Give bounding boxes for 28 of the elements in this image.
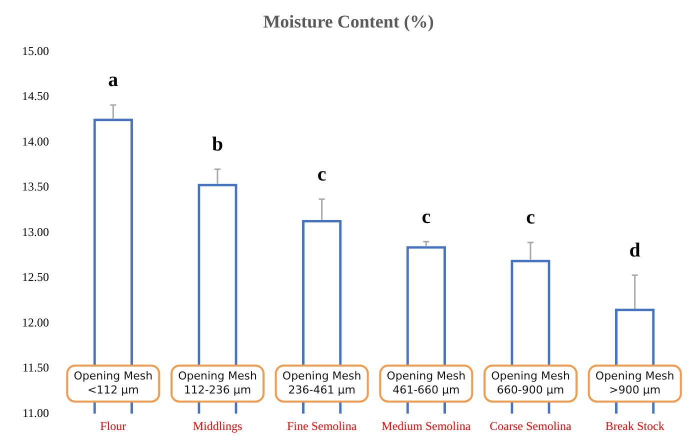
annotation: a [108,69,118,92]
x-tick-label: Middlings [192,418,242,433]
annotation: Opening Mesh >900 µm [595,369,674,396]
y-tick-label: 14.50 [22,89,49,104]
annotation: Opening Mesh 112-236 µm [178,369,257,396]
x-tick-label: Flour [100,418,126,433]
annotation: c [317,163,326,186]
annotation: c [422,206,431,228]
annotation: Opening Mesh 660-900 µm [491,369,570,396]
y-tick-label: 12.50 [22,270,49,284]
y-tick-label: 11.00 [22,406,49,420]
annotation: Opening Mesh 236-461 µm [282,369,362,396]
annotation: b [212,133,224,156]
annotation: d [629,239,640,262]
y-tick-label: 13.50 [22,180,49,194]
y-tick-label: 11.50 [22,360,49,375]
y-tick-label: 12.00 [22,315,49,330]
y-tick-label: 15.00 [22,44,49,58]
annotation: Opening Mesh 461-660 µm [386,369,466,396]
chart-title: Moisture Content (%) [263,11,434,32]
y-tick-label: 13.00 [22,224,49,239]
x-tick-label: Medium Semolina [382,418,472,433]
annotation: c [526,206,536,229]
annotation: Opening Mesh <112 µm [74,369,153,396]
x-tick-label: Coarse Semolina [490,418,572,433]
x-tick-label: Fine Semolina [286,418,358,433]
y-tick-label: 14.00 [22,134,49,148]
x-tick-label: Break Stock [605,418,664,433]
